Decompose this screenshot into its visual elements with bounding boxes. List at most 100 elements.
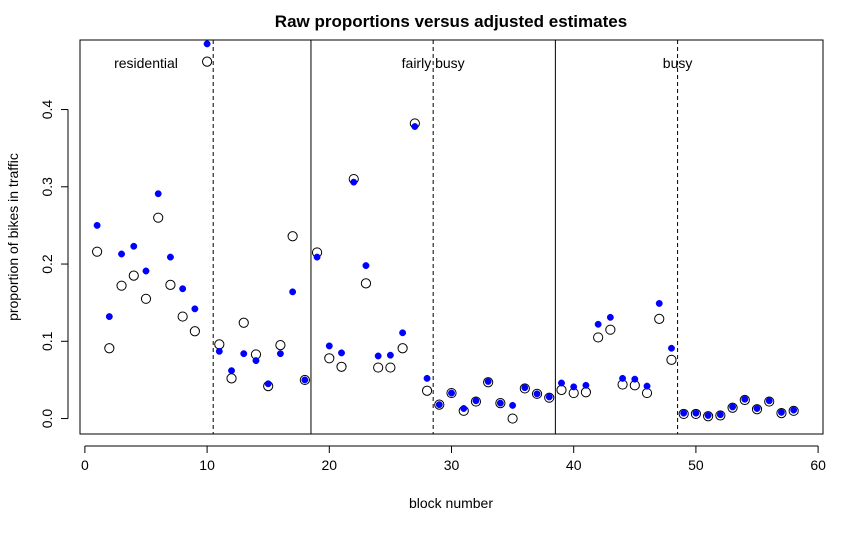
adjusted-point [203,40,211,48]
adjusted-point [765,397,773,405]
y-tick-label: 0.1 [39,331,55,351]
adjusted-point [704,412,712,419]
x-tick-label: 50 [688,457,704,473]
adjusted-point [741,395,749,403]
plot-frame [79,39,824,435]
adjusted-point [643,382,651,390]
raw-point [336,361,347,372]
adjusted-point [790,406,798,414]
x-tick-label: 0 [81,457,89,473]
adjusted-point [215,347,223,355]
adjusted-point [411,123,419,130]
adjusted-point [93,221,101,229]
adjusted-point [423,374,431,382]
raw-point [373,362,384,373]
adjusted-point [301,376,309,384]
x-tick-label: 20 [322,457,338,473]
adjusted-point [680,409,688,417]
raw-point [226,373,237,384]
y-tick-label: 0.0 [39,409,55,429]
raw-point [556,384,567,396]
adjusted-point [166,253,174,261]
region-labels: residential fairly busy busy [114,55,692,71]
adjusted-point [276,350,284,358]
x-tick-label: 40 [566,457,582,473]
raw-point [593,332,604,343]
raw-proportion-points [92,56,799,424]
reference-lines [212,40,679,434]
adjusted-point [399,329,407,337]
adjusted-point [716,411,724,419]
raw-point [238,317,249,328]
adjusted-point [729,403,737,411]
adjusted-point [631,375,639,383]
adjusted-point [460,405,468,412]
raw-point [641,387,653,399]
adjusted-point [130,242,138,250]
adjusted-point [264,380,272,388]
raw-point [128,270,139,281]
raw-point [153,212,164,223]
adjusted-point [350,178,358,186]
raw-point [507,413,518,424]
adjusted-point [594,320,602,328]
adjusted-point [313,253,321,261]
region-label: fairly busy [402,55,465,71]
adjusted-point [692,409,700,417]
adjusted-point [619,374,627,382]
adjusted-point [374,352,382,360]
x-tick-label: 30 [444,457,460,473]
raw-point [287,231,298,242]
x-axis-label: block number [409,495,493,511]
adjusted-point [289,288,297,296]
adjusted-point [496,399,504,407]
adjusted-point [154,190,162,198]
adjusted-point [362,262,370,270]
adjusted-point [228,367,235,375]
adjusted-point [570,383,578,391]
adjusted-point [191,305,199,313]
raw-point [397,343,408,354]
y-tick-label: 0.3 [39,177,55,197]
raw-point [385,362,396,373]
x-tick-label: 10 [199,457,215,473]
raw-point [116,280,127,291]
adjusted-point [179,285,187,293]
raw-point [275,340,286,351]
adjusted-point [753,405,761,412]
y-tick-label: 0.4 [39,100,55,120]
raw-point [580,387,592,398]
adjusted-point [545,393,553,401]
adjusted-point [558,379,565,387]
chart-title: Raw proportions versus adjusted estimate… [275,12,627,31]
adjusted-point [509,401,517,409]
raw-point [177,311,188,322]
adjusted-point [472,397,480,405]
raw-point [324,353,335,364]
adjusted-point [240,350,248,358]
adjusted-point [655,299,663,307]
adjusted-point [142,267,150,275]
x-axis: 0 10 20 30 40 50 60 [81,445,826,473]
raw-point [666,354,677,365]
raw-point [104,343,115,354]
region-label: busy [663,55,693,71]
x-tick-label: 60 [810,457,826,473]
adjusted-point [484,378,492,385]
raw-point [421,385,433,396]
adjusted-point [606,313,614,321]
adjusted-point [778,408,785,416]
y-axis-label: proportion of bikes in traffic [5,153,21,321]
adjusted-point [668,344,675,352]
raw-point [605,324,616,335]
raw-point [189,326,200,337]
adjusted-point [338,349,345,357]
adjusted-point [105,313,113,321]
raw-point [201,56,213,67]
y-axis: 0.0 0.1 0.2 0.3 0.4 [39,100,69,429]
adjusted-point [448,389,455,397]
adjusted-point [252,357,260,365]
adjusted-point [533,390,541,398]
adjusted-point [582,381,590,389]
adjusted-point [386,351,394,359]
